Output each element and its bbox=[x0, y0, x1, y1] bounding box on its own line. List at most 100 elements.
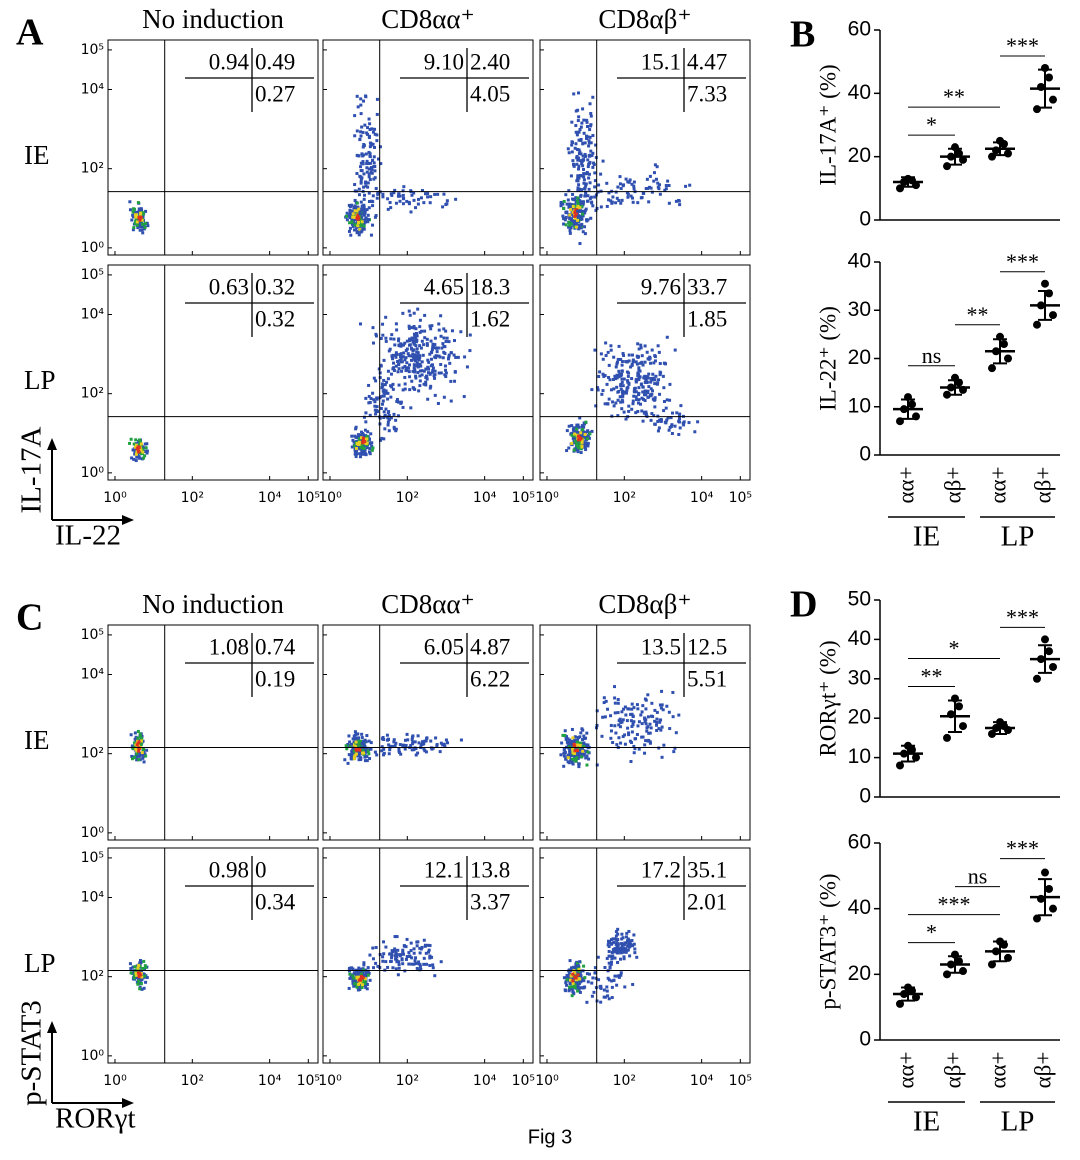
y-tick-label: 0 bbox=[859, 443, 871, 466]
event-dot bbox=[362, 224, 366, 228]
event-dot bbox=[626, 943, 630, 947]
event-dot bbox=[669, 424, 673, 428]
event-dot bbox=[607, 397, 611, 401]
event-dot bbox=[609, 348, 613, 352]
event-dot bbox=[410, 336, 414, 340]
event-dot bbox=[357, 740, 361, 744]
event-dot bbox=[416, 751, 420, 755]
event-dot bbox=[566, 753, 570, 757]
event-dot bbox=[565, 449, 569, 453]
event-dot bbox=[600, 392, 604, 396]
event-dot bbox=[659, 371, 663, 375]
event-dot bbox=[351, 748, 355, 752]
event-dot bbox=[609, 199, 613, 203]
event-dot bbox=[454, 355, 458, 359]
event-dot bbox=[361, 978, 365, 982]
event-dot bbox=[368, 450, 372, 454]
event-dot bbox=[443, 373, 447, 377]
event-dot bbox=[591, 165, 595, 169]
event-dot bbox=[616, 960, 620, 964]
event-dot bbox=[619, 973, 623, 977]
event-dot bbox=[657, 187, 661, 191]
event-dot bbox=[389, 372, 393, 376]
event-dot bbox=[572, 742, 576, 746]
event-dot bbox=[636, 724, 640, 728]
event-dot bbox=[137, 979, 141, 983]
y-tick-label: 30 bbox=[848, 666, 871, 689]
event-dot bbox=[436, 346, 440, 350]
event-dot bbox=[365, 759, 369, 763]
event-dot bbox=[621, 384, 625, 388]
event-dot bbox=[379, 364, 383, 368]
event-dot bbox=[394, 201, 398, 205]
event-dot bbox=[359, 165, 363, 169]
event-dot bbox=[363, 123, 367, 127]
event-dot bbox=[586, 165, 590, 169]
event-dot bbox=[433, 336, 437, 340]
event-dot bbox=[584, 207, 588, 211]
event-dot bbox=[667, 184, 671, 188]
event-dot bbox=[584, 736, 588, 740]
event-dot bbox=[616, 390, 620, 394]
event-dot bbox=[644, 698, 648, 702]
event-dot bbox=[357, 975, 361, 979]
event-dot bbox=[362, 222, 366, 226]
event-dot bbox=[618, 175, 622, 179]
event-dot bbox=[374, 332, 378, 336]
event-dot bbox=[624, 950, 628, 954]
event-dot bbox=[619, 957, 623, 961]
event-dot bbox=[593, 179, 597, 183]
event-dot bbox=[647, 731, 651, 735]
event-dot bbox=[371, 158, 375, 162]
event-dot bbox=[574, 142, 578, 146]
event-dot bbox=[592, 161, 596, 165]
event-dot bbox=[607, 961, 611, 965]
event-dot bbox=[362, 447, 366, 451]
event-dot bbox=[359, 322, 363, 326]
data-point bbox=[959, 722, 967, 731]
event-dot bbox=[576, 218, 580, 222]
event-dot bbox=[397, 750, 401, 754]
event-dot bbox=[356, 205, 360, 209]
event-dot bbox=[441, 205, 445, 209]
event-dot bbox=[387, 743, 391, 747]
y-axis-label: IL-22⁺ (%) bbox=[815, 306, 840, 411]
event-dot bbox=[626, 195, 630, 199]
event-dot bbox=[360, 229, 364, 233]
event-dot bbox=[136, 741, 140, 745]
event-dot bbox=[394, 351, 398, 355]
event-dot bbox=[364, 977, 368, 981]
event-dot bbox=[579, 152, 583, 156]
event-dot bbox=[571, 192, 575, 196]
event-dot bbox=[425, 377, 429, 381]
group-label: IE bbox=[913, 521, 940, 553]
event-dot bbox=[637, 386, 641, 390]
y-tick-label: 10⁴ bbox=[81, 890, 105, 906]
event-dot bbox=[347, 734, 351, 738]
event-dot bbox=[362, 172, 366, 176]
event-dot bbox=[663, 188, 667, 192]
event-dot bbox=[581, 977, 585, 981]
event-dot bbox=[665, 398, 669, 402]
event-dot bbox=[352, 972, 356, 976]
event-dot bbox=[390, 193, 394, 197]
event-dot bbox=[605, 956, 609, 960]
event-dot bbox=[586, 199, 590, 203]
event-dot bbox=[587, 162, 591, 166]
event-dot bbox=[582, 178, 586, 182]
event-dot bbox=[361, 976, 365, 980]
event-dot bbox=[618, 947, 622, 951]
event-dot bbox=[141, 223, 145, 227]
event-dot bbox=[362, 142, 366, 146]
event-dot bbox=[378, 145, 382, 149]
event-dot bbox=[135, 455, 139, 459]
event-dot bbox=[644, 412, 648, 416]
event-dot bbox=[389, 206, 393, 210]
event-dot bbox=[565, 735, 569, 739]
event-dot bbox=[616, 698, 620, 702]
event-dot bbox=[580, 440, 584, 444]
event-dot bbox=[433, 369, 437, 373]
event-dot bbox=[635, 377, 639, 381]
event-dot bbox=[582, 175, 586, 179]
event-dot bbox=[363, 759, 367, 763]
